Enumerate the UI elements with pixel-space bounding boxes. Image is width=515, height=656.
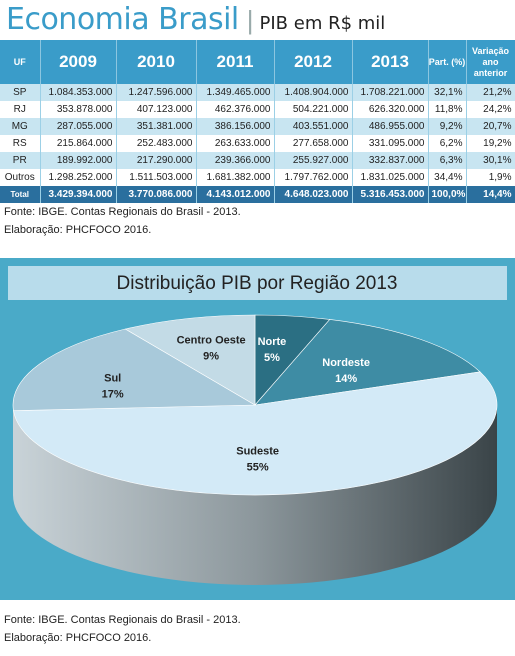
table-cell: 34,4% [428, 169, 467, 186]
table-cell: 252.483.000 [116, 135, 197, 152]
table-cell: 1.247.596.000 [116, 84, 197, 101]
table-cell: 1.797.762.000 [274, 169, 353, 186]
table-cell: 504.221.000 [274, 101, 353, 118]
table-cell: 20,7% [466, 118, 515, 135]
table-cell: 1.511.503.000 [116, 169, 197, 186]
gdp-table: UF 2009 2010 2011 2012 2013 Part. (%) Variação … [0, 40, 515, 203]
table-row: SP 1.084.353.000 1.247.596.000 1.349.465.00… [0, 84, 515, 101]
column-header: 2009 [40, 40, 117, 84]
table-cell: 1.408.904.000 [274, 84, 353, 101]
table-row: PR 189.992.000 217.290.000 239.366.000 255.9… [0, 152, 515, 169]
header-row: UF 2009 2010 2011 2012 2013 Part. (%) Variação … [0, 40, 515, 84]
pie-slice [13, 371, 498, 496]
table-row: Outros 1.298.252.000 1.511.503.000 1.681.38… [0, 169, 515, 186]
table-cell: 6,2% [428, 135, 467, 152]
table-cell: 1.349.465.000 [196, 84, 275, 101]
table-cell: 21,2% [466, 84, 515, 101]
table-row: RS 215.864.000 252.483.000 263.633.000 277.6… [0, 135, 515, 152]
column-header: 2011 [196, 40, 275, 84]
pie-slice [254, 319, 481, 406]
table-cell: 6,3% [428, 152, 467, 169]
title-bar [8, 266, 507, 300]
pie-slice [124, 314, 256, 406]
slice-label: Sudeste [236, 445, 279, 457]
table-cell: 626.320.000 [352, 101, 429, 118]
table-cell: 1.298.252.000 [40, 169, 117, 186]
header: Economia Brasil | PIB em R$ mil [6, 2, 385, 37]
separator: | [246, 5, 254, 35]
table-cell: 9,2% [428, 118, 467, 135]
slice-value-label: 5% [264, 352, 280, 364]
table-cell: Outros [0, 169, 41, 186]
table-cell: 3.770.086.000 [116, 186, 197, 203]
table-cell: 386.156.000 [196, 118, 275, 135]
column-header: Part. (%) [428, 40, 467, 84]
column-header: 2010 [116, 40, 197, 84]
table-cell: 1.681.382.000 [196, 169, 275, 186]
table-cell: 19,2% [466, 135, 515, 152]
table-cell: PR [0, 152, 41, 169]
table-cell: 351.381.000 [116, 118, 197, 135]
table-cell: 263.633.000 [196, 135, 275, 152]
table-cell: 215.864.000 [40, 135, 117, 152]
note: Fonte: IBGE. Contas Regionais do Brasil … [4, 614, 241, 626]
table-cell: 332.837.000 [352, 152, 429, 169]
table-cell: 32,1% [428, 84, 467, 101]
note: Elaboração: PHCFOCO 2016. [4, 224, 152, 236]
table-row: RJ 353.878.000 407.123.000 462.376.000 504.2… [0, 101, 515, 118]
table-cell: 24,2% [466, 101, 515, 118]
slice-label: Norte [258, 336, 287, 348]
table-cell: 486.955.000 [352, 118, 429, 135]
table-cell: 1,9% [466, 169, 515, 186]
table-cell: 217.290.000 [116, 152, 197, 169]
table-row: MG 287.055.000 351.381.000 386.156.000 403.5… [0, 118, 515, 135]
table-cell: 287.055.000 [40, 118, 117, 135]
slice-value-label: 17% [102, 389, 124, 401]
table-cell: 1.084.353.000 [40, 84, 117, 101]
table-row: Total 3.429.394.000 3.770.086.000 4.143.012… [0, 186, 515, 203]
table-cell: 4.143.012.000 [196, 186, 275, 203]
table-cell: Total [0, 186, 41, 203]
table-cell: 403.551.000 [274, 118, 353, 135]
table-cell: 14,4% [466, 186, 515, 203]
table-cell: 4.648.023.000 [274, 186, 353, 203]
slice-value-label: 55% [247, 461, 269, 473]
column-header: Variação ano anterior [466, 40, 515, 84]
column-header: UF [0, 40, 41, 84]
table-cell: SP [0, 84, 41, 101]
title: Economia Brasil [6, 2, 239, 37]
pie-slice [12, 328, 257, 411]
table-cell: 462.376.000 [196, 101, 275, 118]
table-cell: 331.095.000 [352, 135, 429, 152]
slice-label: Sul [104, 373, 121, 385]
table-cell: MG [0, 118, 41, 135]
table-cell: 3.429.394.000 [40, 186, 117, 203]
table-cell: 353.878.000 [40, 101, 117, 118]
column-header: 2013 [352, 40, 429, 84]
note: Fonte: IBGE. Contas Regionais do Brasil … [4, 206, 241, 218]
table-cell: 11,8% [428, 101, 467, 118]
note: Elaboração: PHCFOCO 2016. [4, 632, 152, 644]
table-cell: 407.123.000 [116, 101, 197, 118]
table-cell: RJ [0, 101, 41, 118]
table-cell: 189.992.000 [40, 152, 117, 169]
slice-label: Centro Oeste [177, 335, 246, 347]
table-cell: 1.831.025.000 [352, 169, 429, 186]
table-cell: 100,0% [428, 186, 467, 203]
subtitle: PIB em R$ mil [259, 13, 386, 34]
column-header: 2012 [274, 40, 353, 84]
table-cell: 277.658.000 [274, 135, 353, 152]
table-cell: 1.708.221.000 [352, 84, 429, 101]
table-cell: 5.316.453.000 [352, 186, 429, 203]
chart: Distribuição PIB por Região 2013 Norte 5%… [0, 258, 515, 600]
slice-value-label: 9% [203, 351, 219, 363]
slice-label: Nordeste [322, 357, 370, 369]
table-cell: 239.366.000 [196, 152, 275, 169]
table-cell: 30,1% [466, 152, 515, 169]
slice-value-label: 14% [335, 373, 357, 385]
table-cell: RS [0, 135, 41, 152]
chart-title: Distribuição PIB por Região 2013 [117, 273, 398, 294]
table-cell: 255.927.000 [274, 152, 353, 169]
